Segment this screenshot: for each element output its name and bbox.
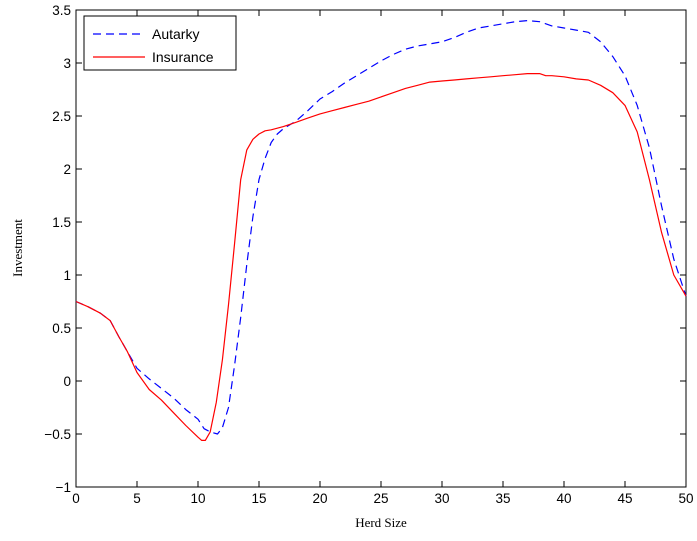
x-tick-label: 5 (133, 491, 141, 506)
x-tick-label: 20 (312, 491, 327, 506)
x-axis-title: Herd Size (355, 515, 407, 530)
x-axis-ticks: 0 5 10 15 20 25 30 35 40 45 50 (72, 10, 694, 506)
y-tick-label: −1 (56, 480, 71, 495)
x-tick-label: 35 (495, 491, 510, 506)
x-tick-label: 40 (556, 491, 571, 506)
x-tick-label: 0 (72, 491, 80, 506)
y-tick-label: 3 (63, 56, 71, 71)
y-axis-ticks: −1 −0.5 0 0.5 1 1.5 2 2.5 3 3.5 (44, 3, 686, 495)
legend-box (83, 15, 237, 71)
x-tick-label: 30 (434, 491, 449, 506)
x-tick-label: 10 (190, 491, 205, 506)
y-tick-label: 0.5 (52, 321, 71, 336)
x-tick-label: 50 (678, 491, 693, 506)
x-tick-label: 15 (251, 491, 266, 506)
y-tick-label: −0.5 (44, 427, 71, 442)
legend-label-autarky: Autarky (152, 26, 199, 42)
y-tick-label: 3.5 (52, 3, 71, 18)
y-tick-label: 2 (63, 162, 71, 177)
series-line-insurance (75, 72, 687, 441)
y-axis-title: Investment (10, 219, 25, 277)
plot-area (75, 9, 687, 488)
y-tick-label: 1 (63, 268, 71, 283)
series-line-autarky (75, 20, 687, 435)
y-tick-label: 0 (63, 374, 71, 389)
y-tick-label: 2.5 (52, 109, 71, 124)
legend-label-insurance: Insurance (152, 49, 214, 65)
x-tick-label: 25 (373, 491, 388, 506)
x-tick-label: 45 (617, 491, 632, 506)
series-layer (75, 20, 687, 441)
legend: Autarky Insurance (83, 15, 237, 71)
y-tick-label: 1.5 (52, 215, 71, 230)
